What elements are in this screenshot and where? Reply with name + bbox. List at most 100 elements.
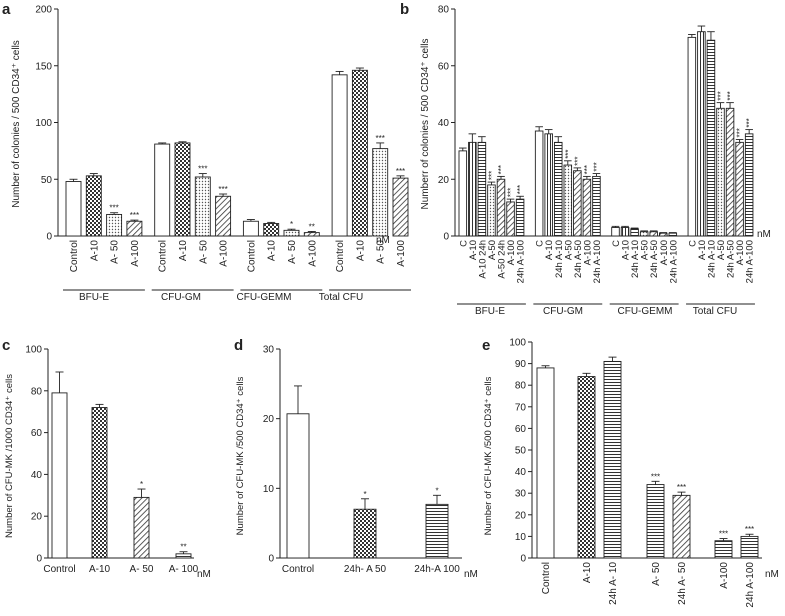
panel-c-sig-label: ** — [180, 543, 186, 552]
panel-e-unit: nM — [765, 569, 779, 580]
panel-b-x-tick-label: A-100 — [506, 240, 517, 265]
panel-c-unit: nM — [197, 569, 211, 580]
panel-b-bar — [630, 228, 639, 237]
panel-b-x-tick-label: 24h A-10 — [706, 240, 717, 278]
panel-d-bar — [286, 413, 310, 559]
panel-a-sig-label: *** — [198, 165, 207, 174]
panel-a-sig-label: *** — [218, 185, 227, 194]
panel-a-x-tick-label: A- 50 — [110, 240, 121, 264]
panel-b-x-tick-label: A-100 — [582, 240, 593, 265]
panel-e-bar — [536, 367, 555, 559]
panel-b-bar — [468, 141, 477, 237]
panel-a-bar — [242, 220, 259, 237]
panel-b-x-tick-label: A-100 — [735, 240, 746, 265]
panel-b-group-label: BFU-E — [475, 306, 505, 317]
panel-a-x-tick-label: Control — [69, 240, 80, 272]
panel-b-y-tick-label: 0 — [443, 232, 449, 243]
panel-a-sig-label: *** — [396, 167, 405, 176]
panel-e-y-tick-label: 40 — [515, 467, 527, 478]
panel-b-bar — [649, 231, 658, 237]
panel-b-x-tick-label: 24h A-100 — [592, 240, 603, 283]
panel-e-x-tick-label: A-10 — [582, 562, 593, 584]
panel-c-x-tick-label: A- 100 — [169, 564, 199, 575]
panel-a-group-label: CFU-GEMM — [237, 292, 292, 303]
panel-a-x-tick-label: A-10 — [178, 240, 189, 262]
panel-a-x-tick-label: Control — [246, 240, 257, 272]
panel-e-x-tick-label: Control — [541, 562, 552, 594]
panel-b-x-tick-label: 24h A-10 — [630, 240, 641, 278]
panel-a-x-tick-label: A-100 — [130, 240, 141, 267]
panel-b-group-label: CFU-GM — [543, 306, 583, 317]
panel-c-x-tick-label: A-10 — [89, 564, 111, 575]
panel-a-bar — [331, 74, 348, 237]
panel-b-bar — [687, 36, 697, 237]
panel-a-y-tick-label: 0 — [46, 232, 52, 243]
panel-b-bar — [735, 141, 744, 237]
panel-a-bar — [126, 220, 143, 237]
panel-b-x-tick-label: A-10 — [621, 240, 632, 260]
panel-a-bar — [106, 213, 123, 237]
panel-b-bar — [611, 227, 620, 237]
panel-a-x-tick-label: A-100 — [396, 240, 407, 267]
panel-c-x-tick-label: A- 50 — [130, 564, 154, 575]
panel-b-x-tick-label: C — [687, 240, 698, 247]
panel-c-y-tick-label: 20 — [31, 512, 43, 523]
panel-a-y-tick-label: 50 — [41, 175, 53, 186]
panel-d-y-tick-label: 0 — [268, 554, 274, 565]
panel-a-bar — [351, 69, 368, 237]
panel-b-sig-label: *** — [745, 118, 754, 127]
panel-e-bar — [577, 376, 596, 559]
panel-a-group-label: BFU-E — [79, 292, 109, 303]
panel-b-sig-label: *** — [583, 165, 592, 174]
panel-b-bar — [534, 130, 544, 237]
panel-b-sig-label: *** — [592, 162, 601, 171]
panel-a-bar — [154, 143, 171, 237]
panel-b-x-tick-label: A-50 — [716, 240, 727, 260]
panel-b-bar — [620, 227, 630, 237]
panel-d-y-tick-label: 30 — [263, 345, 275, 356]
panel-e-bar — [740, 535, 759, 559]
panel-b-x-tick-label: A-50 — [563, 240, 574, 260]
panel-e-bar — [672, 494, 691, 559]
panel-b-bar — [544, 133, 553, 237]
panel-a-x-tick-label: A- 50 — [376, 240, 387, 264]
panel-d-y-tick-label: 10 — [263, 484, 275, 495]
panel-b-x-tick-label: 24h A-100 — [668, 240, 679, 283]
panel-letter-a: a — [2, 1, 11, 18]
panel-b-bar — [515, 198, 525, 237]
panel-b-sig-label: *** — [516, 185, 525, 194]
panel-b-x-tick-label: 24h A-100 — [516, 240, 527, 283]
panel-b-sig-label: *** — [497, 165, 506, 174]
panel-d-sig-label: * — [363, 490, 366, 499]
panel-c-bar — [175, 553, 192, 559]
panel-a-bar — [303, 232, 320, 237]
panel-e-y-tick-label: 50 — [515, 446, 527, 457]
panel-c-bar — [51, 392, 68, 559]
panel-a-x-tick-label: Control — [335, 240, 346, 272]
panel-b-bar — [697, 31, 706, 237]
panel-b-bar — [706, 39, 716, 237]
panel-e-sig-label: *** — [719, 530, 728, 539]
panel-a-sig-label: *** — [109, 204, 118, 213]
panel-a-bar — [392, 177, 409, 237]
panel-e-x-tick-label: A-100 — [719, 562, 730, 589]
panel-letter-d: d — [234, 337, 243, 354]
panel-b-x-tick-label: A-10 24h — [477, 240, 488, 279]
panel-b-bar — [639, 231, 649, 237]
panel-e-x-tick-label: 24h A-100 — [745, 562, 756, 608]
panel-a-x-tick-label: A- 50 — [198, 240, 209, 264]
panel-b-x-tick-label: 24h A-50 — [649, 240, 660, 278]
panel-b-bar — [458, 150, 468, 237]
panel-a-y-tick-label: 200 — [35, 5, 52, 16]
panel-a-sig-label: *** — [376, 134, 385, 143]
panel-d-unit: nM — [464, 569, 478, 580]
panel-a-sig-label: *** — [130, 211, 139, 220]
panel-b-bar — [716, 107, 725, 237]
panel-a-x-tick-label: A-100 — [219, 240, 230, 267]
panel-a-bar — [194, 176, 211, 237]
panel-b-bar — [659, 232, 668, 237]
panel-b-x-tick-label: A-10 — [697, 240, 708, 260]
panel-a-bar — [283, 229, 300, 237]
panel-b-bar — [563, 164, 573, 237]
panel-e-y-tick-label: 60 — [515, 424, 527, 435]
